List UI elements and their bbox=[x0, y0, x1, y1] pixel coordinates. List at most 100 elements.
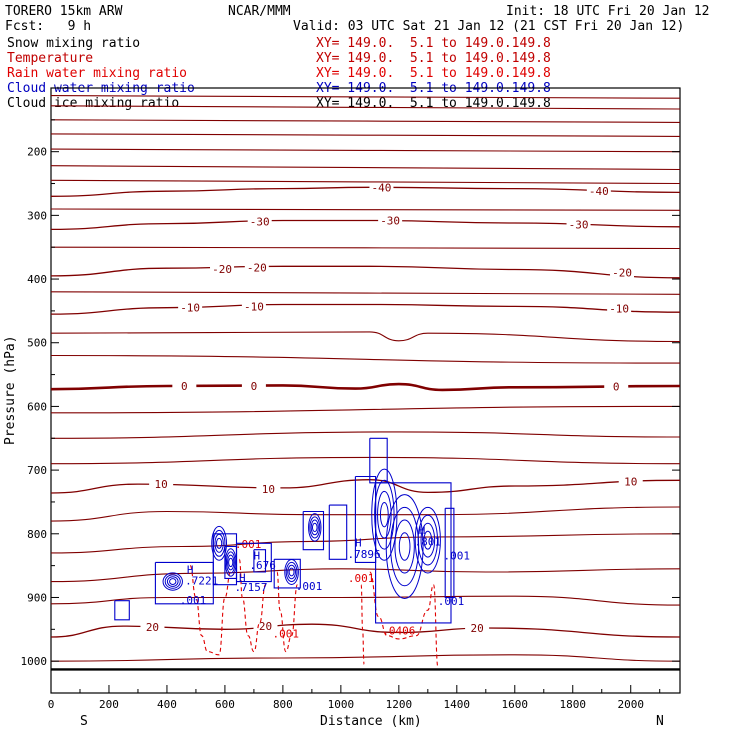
header-model: TORERO 15km ARW bbox=[5, 4, 123, 19]
isotherm-label-bg bbox=[253, 620, 278, 633]
isotherm-label: -30 bbox=[380, 214, 400, 227]
cloud-contour-ring bbox=[310, 519, 319, 536]
legend-label-temperature: Temperature bbox=[7, 51, 93, 66]
cloud-contour-ring bbox=[414, 506, 441, 574]
x-tick-label: 400 bbox=[157, 698, 177, 711]
cloud-contour-ring bbox=[212, 529, 226, 557]
legend-xy-cloud-ice: XY= 149.0. 5.1 to 149.0.149.8 bbox=[316, 96, 551, 111]
cloud-contour-label: .801 bbox=[415, 535, 442, 548]
isotherm-label: -10 bbox=[244, 300, 264, 313]
isotherm-line bbox=[50, 119, 681, 123]
x-tick-label: 1400 bbox=[444, 698, 471, 711]
isotherm-label-bg bbox=[610, 266, 635, 279]
rain-contour-label: .001 bbox=[348, 572, 375, 585]
x-tick-label: 0 bbox=[48, 698, 55, 711]
cloud-contour-ring bbox=[284, 559, 299, 585]
cloud-contour-line bbox=[444, 507, 455, 599]
isotherm-label-bg bbox=[178, 301, 203, 314]
isotherm-line bbox=[50, 623, 681, 638]
cloud-contour-label: .676 bbox=[249, 559, 276, 572]
isotherm-line bbox=[50, 568, 681, 583]
legend-xy-temperature: XY= 149.0. 5.1 to 149.0.149.8 bbox=[316, 51, 551, 66]
isotherm-label: -20 bbox=[212, 263, 232, 276]
cloud-contour-ring bbox=[288, 567, 295, 577]
cloud-contour-line bbox=[302, 510, 325, 551]
isotherm-label: 0 bbox=[251, 380, 258, 393]
isotherm-line bbox=[50, 354, 681, 364]
isotherm-label: -30 bbox=[569, 218, 589, 231]
cloud-contour-ring bbox=[423, 530, 433, 550]
rain-water-contours: .001 .001 .001 .0406 bbox=[189, 538, 439, 669]
cloud-contour-ring bbox=[228, 557, 234, 568]
y-tick-label: 700 bbox=[27, 464, 47, 477]
isotherm-line bbox=[50, 533, 681, 554]
rain-contour-line bbox=[369, 571, 439, 669]
cloud-contour-label: H bbox=[239, 572, 246, 585]
isotherm-label-bg bbox=[607, 302, 632, 315]
plot-frame bbox=[50, 87, 681, 694]
header-valid: Valid: 03 UTC Sat 21 Jan 12 (21 CST Fri … bbox=[293, 19, 684, 34]
cloud-contour-ring bbox=[420, 522, 436, 558]
isotherm-line bbox=[50, 331, 681, 343]
cloud-contour-label: .7221 bbox=[185, 575, 218, 588]
isotherm-label: -40 bbox=[589, 185, 609, 198]
isotherm-label-bg bbox=[256, 483, 281, 496]
isotherm-line bbox=[50, 479, 681, 494]
y-tick-label: 900 bbox=[27, 591, 47, 604]
y-axis-title: Pressure (hPa) bbox=[3, 335, 18, 445]
isotherm-label-bg bbox=[149, 478, 174, 491]
isotherm-label-bg bbox=[618, 475, 643, 488]
isotherm-label-bg bbox=[604, 380, 629, 393]
cloud-contour-label: .7157 bbox=[234, 581, 267, 594]
cloud-contour-line bbox=[114, 600, 130, 621]
cloud-contour-ring bbox=[308, 513, 322, 542]
isotherm-line bbox=[50, 303, 681, 315]
header-center: NCAR/MMM bbox=[228, 4, 291, 19]
cloud-contour-ring bbox=[162, 572, 183, 591]
x-tick-label: 200 bbox=[99, 698, 119, 711]
isotherm-label: 20 bbox=[146, 621, 159, 634]
isotherm-label: -40 bbox=[372, 181, 392, 194]
isotherm-label: 0 bbox=[181, 380, 188, 393]
isotherm-line bbox=[50, 246, 681, 250]
rain-contour-line bbox=[276, 571, 298, 653]
x-tick-label: 1000 bbox=[328, 698, 355, 711]
isotherm-line bbox=[50, 148, 681, 153]
isotherm-line bbox=[50, 456, 681, 465]
cloud-contour-label: .001 bbox=[438, 595, 465, 608]
cloud-contour-ring bbox=[377, 490, 392, 539]
rain-contour-label: .001 bbox=[235, 538, 262, 551]
isotherm-label-bg bbox=[566, 218, 591, 231]
y-tick-label: 600 bbox=[27, 400, 47, 413]
isotherm-label-bg bbox=[172, 380, 197, 393]
cloud-contour-ring bbox=[374, 479, 395, 550]
isotherm-line bbox=[50, 265, 681, 279]
legend-label-cloud-ice: Cloud ice mixing ratio bbox=[7, 96, 179, 111]
isotherm-line bbox=[50, 382, 681, 392]
rain-contour-label: .0406 bbox=[382, 624, 415, 637]
cloud-contour-ring bbox=[214, 533, 224, 553]
isotherm-label-bg bbox=[140, 620, 165, 633]
cloud-contour-label: H bbox=[355, 537, 362, 550]
isotherm-label: -20 bbox=[247, 262, 267, 275]
cloud-contour-line bbox=[328, 504, 348, 560]
cloud-contour-label: .001 bbox=[180, 594, 207, 607]
header-init: Init: 18 UTC Fri 20 Jan 12 bbox=[506, 4, 710, 19]
x-tick-label: 600 bbox=[215, 698, 235, 711]
x-tick-label: 1600 bbox=[502, 698, 529, 711]
cloud-contour-ring bbox=[379, 502, 389, 528]
isotherm-line bbox=[50, 208, 681, 211]
y-tick-label: 300 bbox=[27, 209, 47, 222]
cloud-contour-line bbox=[253, 549, 267, 573]
isotherm-label-bg bbox=[210, 262, 235, 275]
isotherm-label: 10 bbox=[155, 478, 168, 491]
rain-contour-label: .001 bbox=[273, 628, 300, 641]
isotherm-label-bg bbox=[369, 181, 394, 194]
isotherm-label-bg bbox=[244, 261, 269, 274]
isotherm-label: -10 bbox=[180, 302, 200, 315]
isotherm-label-bg bbox=[241, 300, 266, 313]
isotherm-label-bg bbox=[241, 380, 266, 393]
cloud-contour-ring bbox=[394, 519, 415, 574]
x-end-label-south: S bbox=[80, 714, 88, 729]
